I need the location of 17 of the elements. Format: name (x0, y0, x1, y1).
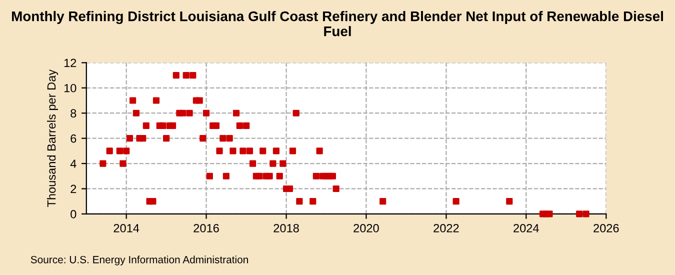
x-tick-label: 2024 (514, 224, 539, 232)
y-tick-label: 2 (70, 184, 76, 194)
x-tick-label: 2026 (594, 224, 619, 232)
y-tick-label: 10 (64, 84, 76, 92)
y-tick-label: 0 (70, 210, 76, 218)
y-tick-label: 6 (70, 134, 76, 143)
x-tick-label: 2016 (194, 224, 219, 232)
chart-title: Monthly Refining District Louisiana Gulf Coast Refinery and Blender Net Input of Renewable Diesel Fuel (12, 11, 663, 36)
x-tick-label: 2018 (274, 224, 299, 232)
y-tick-label: 4 (70, 160, 76, 168)
y-tick-label: 8 (70, 109, 76, 118)
source-note: Source: U.S. Energy Information Administration (30, 256, 248, 266)
x-tick-label: 2022 (434, 224, 459, 232)
y-tick-label: 12 (64, 58, 76, 67)
x-tick-label: 2020 (354, 224, 379, 232)
y-axis-title: Thousand Barrels per Day (46, 69, 58, 207)
x-tick-label: 2014 (114, 224, 140, 232)
